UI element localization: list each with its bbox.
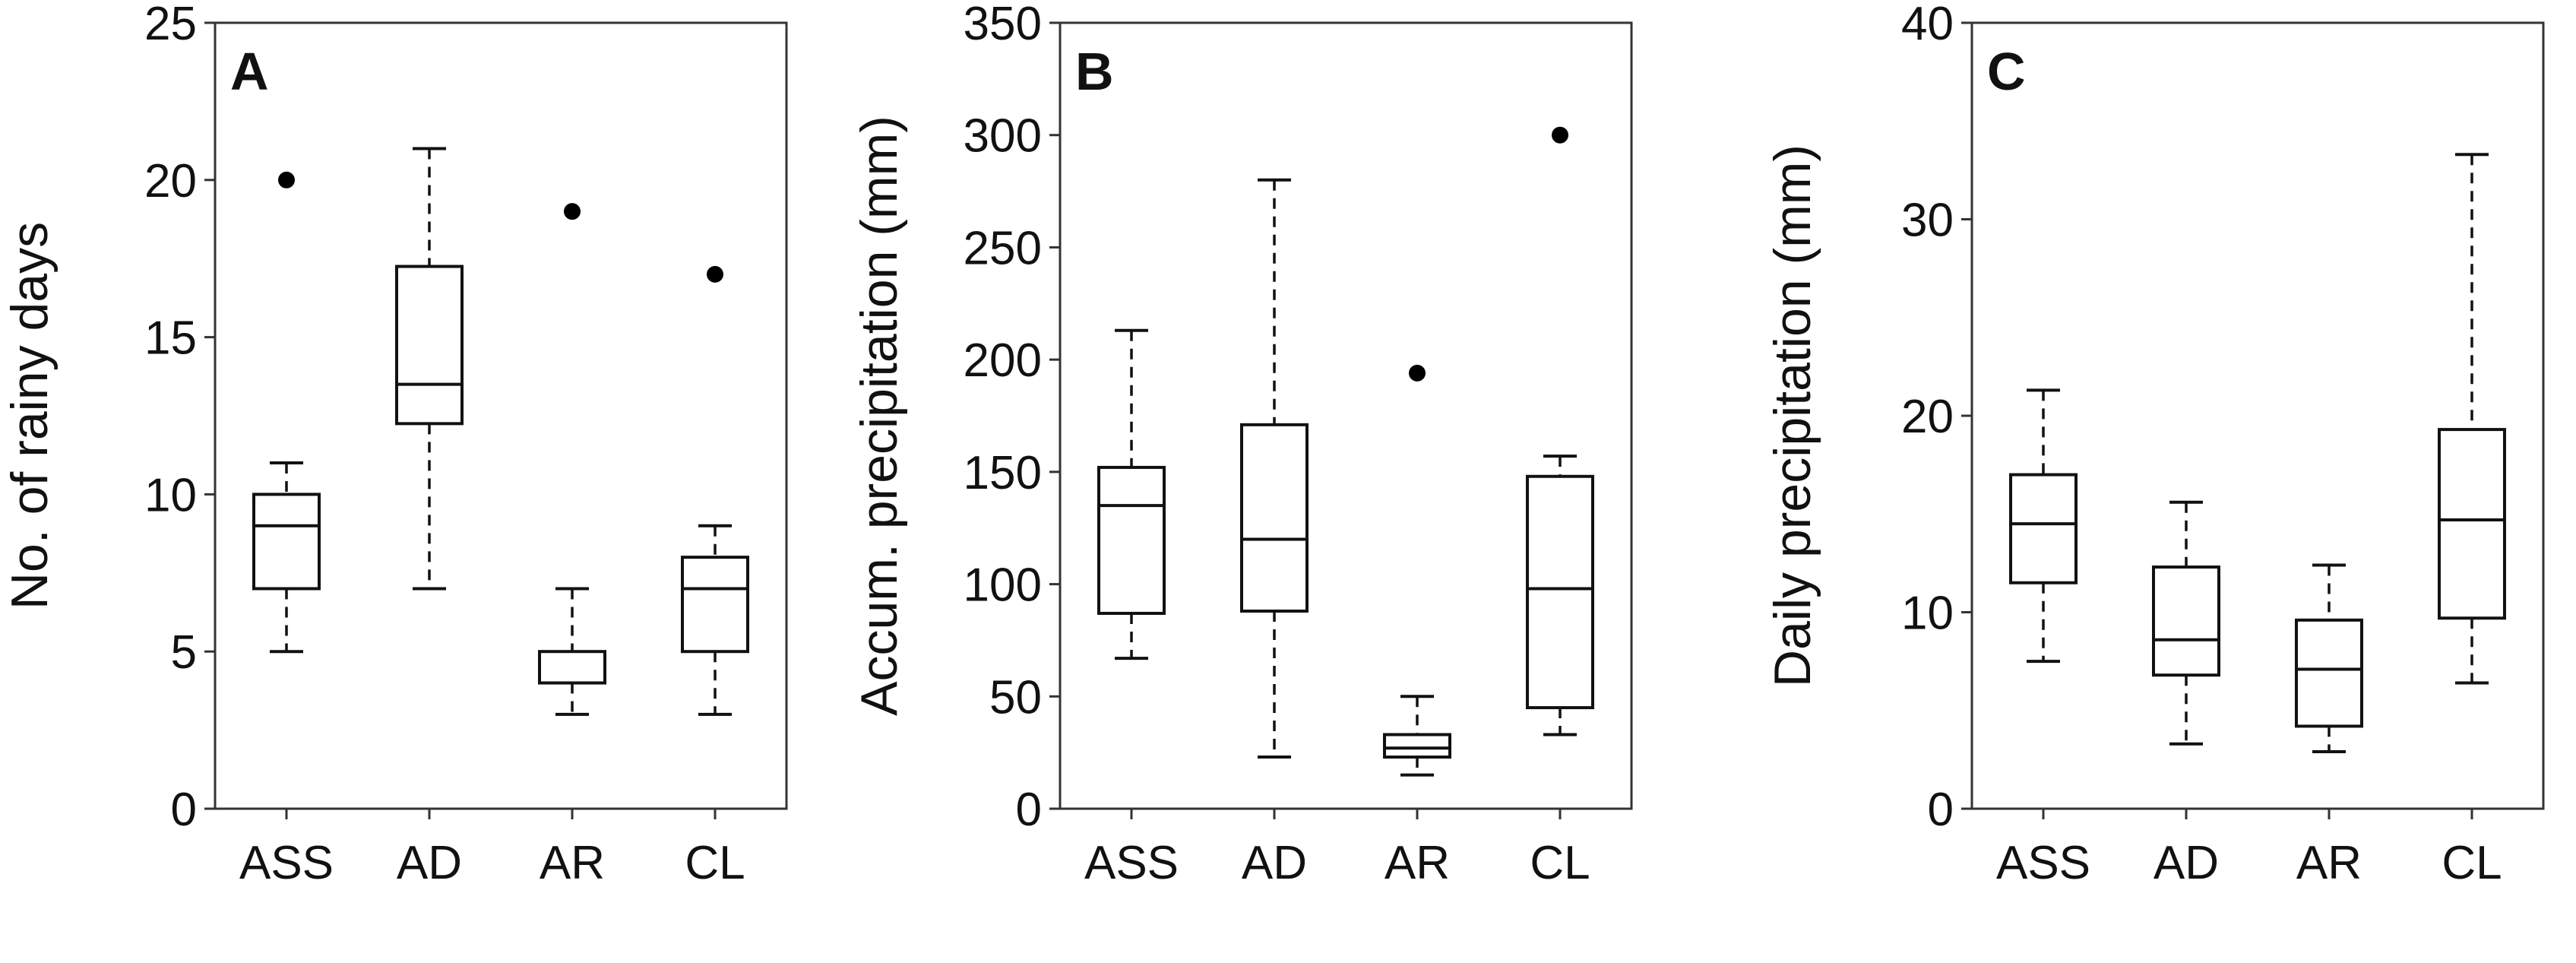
y-tick-label: 15 [144,312,197,365]
x-tick-label: CL [1530,837,1590,889]
iqr-box [538,650,606,685]
box-ar [2295,563,2363,754]
box-cl [681,265,749,716]
box-ass [2009,388,2078,664]
x-tick-label: CL [685,837,745,889]
box-ad [395,147,464,591]
iqr-box [681,556,749,654]
x-tick-label: AR [1385,837,1450,889]
y-tick-label: 150 [964,447,1042,499]
y-axis-label: Daily precipitation (mm) [1764,144,1821,687]
panel-b: 0 50 100 150 200 250 300 350 ASS AD AR CL Accum. pre… [850,0,1633,889]
x-tick-label: CL [2442,837,2502,889]
y-tick-label: 20 [144,155,197,207]
iqr-box [1383,733,1451,759]
y-axis-label: No. of rainy days [1,222,59,610]
y-tick-label: 50 [989,671,1042,724]
x-tick-label: ASS [1996,837,2090,889]
box-ad [2152,500,2220,746]
y-tick-label: 200 [964,334,1042,387]
y-axis-label: Accum. precipitation (mm) [850,116,908,716]
y-tick-label: 20 [1901,391,1954,443]
iqr-box [252,493,321,591]
x-tick-label: AD [397,837,462,889]
panel-letter: C [1987,42,2026,101]
x-tick-label: AD [2154,837,2219,889]
y-tick-label: 300 [964,110,1042,163]
iqr-box [2438,428,2506,620]
y-tick-label: 10 [1901,588,1954,640]
plot-frame [214,21,788,810]
box-cl [2438,153,2506,685]
iqr-box [395,265,464,426]
iqr-box [1097,465,1166,615]
x-tick-label: AD [1242,837,1307,889]
plot-frame [1970,21,2545,810]
box-ar [1383,364,1451,777]
y-tick-label: 0 [1928,784,1954,836]
y-tick-label: 100 [964,559,1042,612]
y-tick-label: 5 [171,626,197,679]
outlier-point [564,203,581,220]
box-ass [252,171,321,654]
outlier-point [707,265,723,283]
y-tick-label: 25 [144,0,197,50]
y-tick-label: 0 [171,784,197,836]
iqr-box [2152,565,2220,677]
box-ad [1240,178,1309,759]
panel-c: 0 10 20 30 40 ASS AD AR CL Daily precipitation (m… [1764,0,2545,889]
x-tick-label: ASS [239,837,334,889]
outlier-point [1552,126,1568,144]
iqr-box [1526,474,1594,710]
y-tick-label: 250 [964,222,1042,274]
y-tick-label: 0 [1016,784,1042,836]
box-ass [1097,328,1166,660]
y-tick-label: 30 [1901,195,1954,247]
x-tick-label: ASS [1084,837,1179,889]
outlier-point [1409,364,1426,382]
y-tick-label: 40 [1901,0,1954,50]
panel-letter: A [230,42,269,101]
box-cl [1526,126,1594,737]
x-tick-label: AR [2296,837,2362,889]
plot-frame [1059,21,1633,810]
x-tick-label: AR [540,837,605,889]
outlier-point [278,171,295,188]
box-ar [538,203,606,716]
panel-a: 0 5 10 15 20 25 ASS AD AR CL No. of rainy days A [1,0,788,889]
panel-letter: B [1075,42,1114,101]
y-tick-label: 350 [964,0,1042,50]
y-tick-label: 10 [144,469,197,521]
iqr-box [1240,423,1309,613]
iqr-box [2295,618,2363,728]
iqr-box [2009,473,2078,584]
